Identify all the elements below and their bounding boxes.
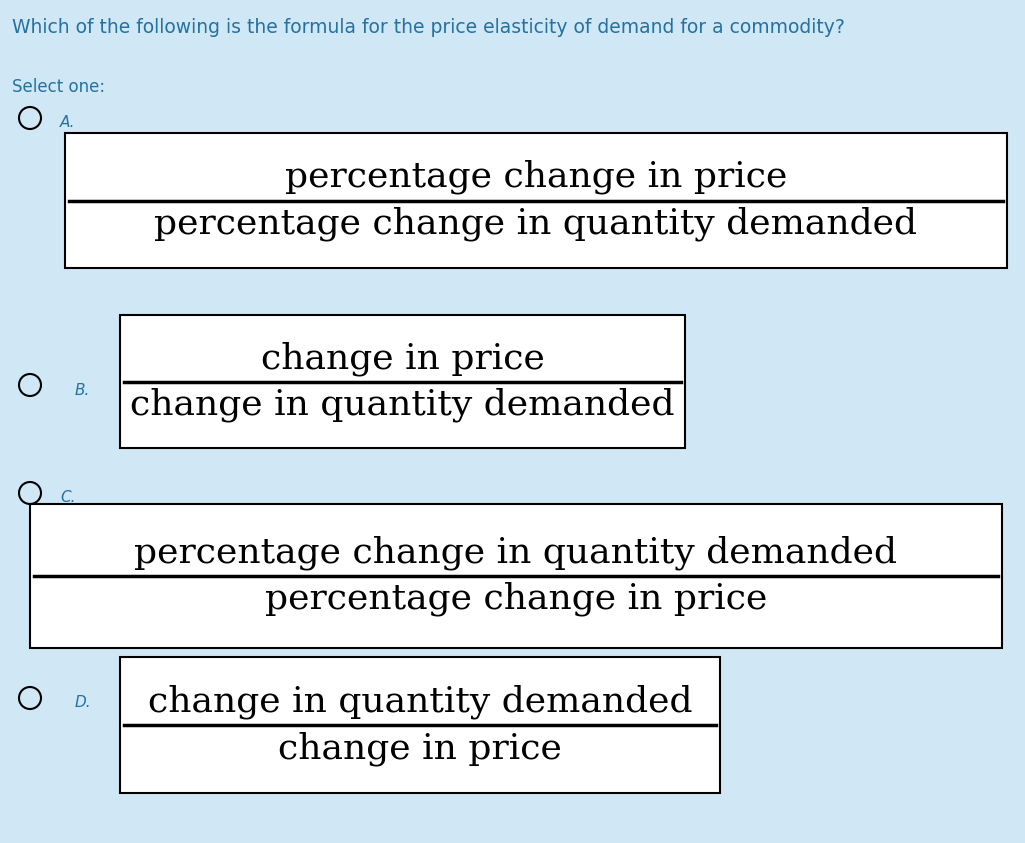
Text: B.: B. bbox=[75, 383, 90, 398]
Text: change in quantity demanded: change in quantity demanded bbox=[148, 685, 692, 719]
FancyBboxPatch shape bbox=[120, 315, 685, 448]
FancyBboxPatch shape bbox=[30, 504, 1002, 648]
Text: percentage change in quantity demanded: percentage change in quantity demanded bbox=[155, 207, 917, 241]
Text: change in price: change in price bbox=[260, 341, 544, 375]
FancyBboxPatch shape bbox=[120, 657, 720, 793]
Text: change in price: change in price bbox=[278, 731, 562, 765]
FancyBboxPatch shape bbox=[65, 133, 1007, 268]
Text: percentage change in quantity demanded: percentage change in quantity demanded bbox=[134, 535, 898, 570]
Text: C.: C. bbox=[60, 490, 76, 505]
Text: percentage change in price: percentage change in price bbox=[285, 160, 787, 195]
Text: D.: D. bbox=[75, 695, 91, 710]
Text: Select one:: Select one: bbox=[12, 78, 106, 96]
Text: change in quantity demanded: change in quantity demanded bbox=[130, 388, 674, 422]
Text: percentage change in price: percentage change in price bbox=[264, 582, 767, 616]
Text: A.: A. bbox=[60, 115, 76, 130]
Text: Which of the following is the formula for the price elasticity of demand for a c: Which of the following is the formula fo… bbox=[12, 18, 845, 37]
